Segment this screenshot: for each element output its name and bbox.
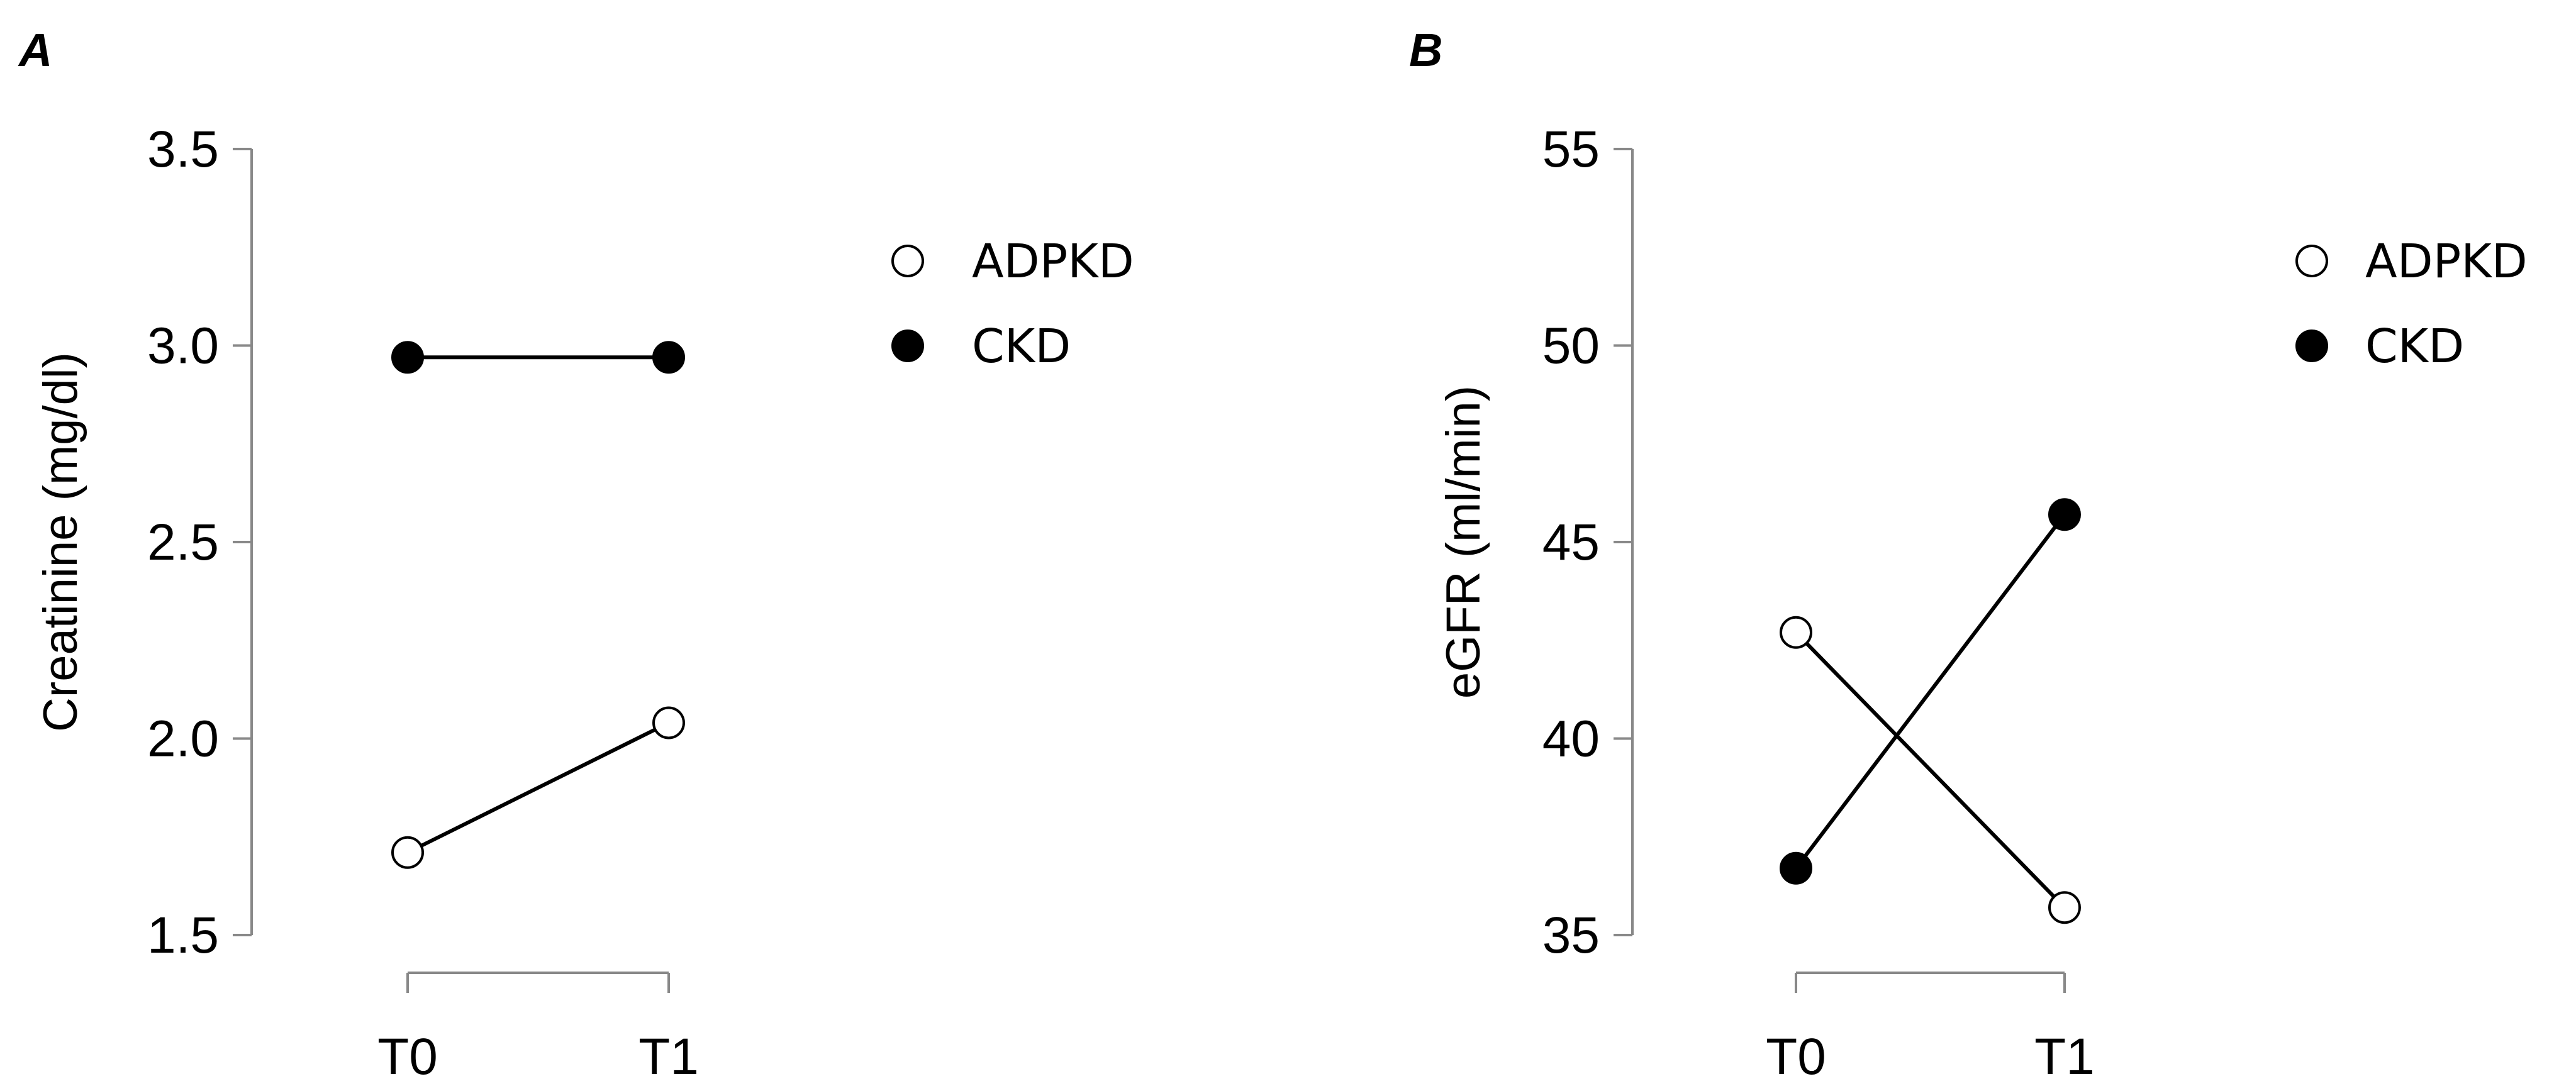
legend-marker-ckd <box>2295 330 2328 362</box>
legend-label-adpkd: ADPKD <box>972 235 1134 289</box>
data-point-adpkd-t0 <box>1780 616 1812 649</box>
panel-label: B <box>1409 24 1442 76</box>
y-tick-label: 40 <box>1542 711 1600 768</box>
series-line-adpkd <box>1794 631 2066 909</box>
y-tick-label: 50 <box>1542 318 1600 375</box>
y-tick-label: 3.0 <box>147 318 219 375</box>
y-tick-label: 2.0 <box>147 711 219 768</box>
y-axis-title: Creatinine (mg/dl) <box>34 352 87 732</box>
panel-label: A <box>18 24 52 76</box>
legend-marker-ckd <box>891 330 924 362</box>
y-axis-title: eGFR (ml/min) <box>1437 385 1490 699</box>
data-point-ckd-t1 <box>652 341 685 374</box>
data-point-ckd-t1 <box>2048 498 2081 531</box>
chart-panel-b: B 35 40 45 50 55 eGFR (ml/min) T0 T1 ADPKD CKD <box>1409 24 2528 1085</box>
chart-panel-a: A 1.5 2.0 2.5 3.0 3.5 Creatinine (mg/dl) T0 T1 AD… <box>18 24 1134 1085</box>
y-tick-label: 3.5 <box>147 121 219 178</box>
x-tick-label: T0 <box>377 1028 438 1085</box>
data-point-adpkd-t0 <box>391 836 424 869</box>
y-tick-label: 45 <box>1542 514 1600 571</box>
legend-label-adpkd: ADPKD <box>2365 235 2528 289</box>
legend-marker-adpkd <box>891 245 924 277</box>
series-line-ckd <box>1794 513 2066 870</box>
data-point-adpkd-t1 <box>652 706 685 739</box>
x-tick-label: T1 <box>2034 1028 2095 1085</box>
data-point-ckd-t0 <box>1780 851 1812 885</box>
y-tick-label: 35 <box>1542 907 1600 964</box>
legend-marker-adpkd <box>2295 245 2328 277</box>
y-tick-label: 1.5 <box>147 907 219 964</box>
x-tick-label: T1 <box>638 1028 699 1085</box>
data-point-adpkd-t1 <box>2048 891 2081 924</box>
series-line-adpkd <box>406 721 670 855</box>
x-tick-label: T0 <box>1766 1028 1826 1085</box>
y-tick-label: 55 <box>1542 121 1600 178</box>
legend-label-ckd: CKD <box>2365 319 2464 374</box>
y-tick-label: 2.5 <box>147 514 219 571</box>
data-point-ckd-t0 <box>391 341 424 374</box>
legend-label-ckd: CKD <box>972 319 1071 374</box>
